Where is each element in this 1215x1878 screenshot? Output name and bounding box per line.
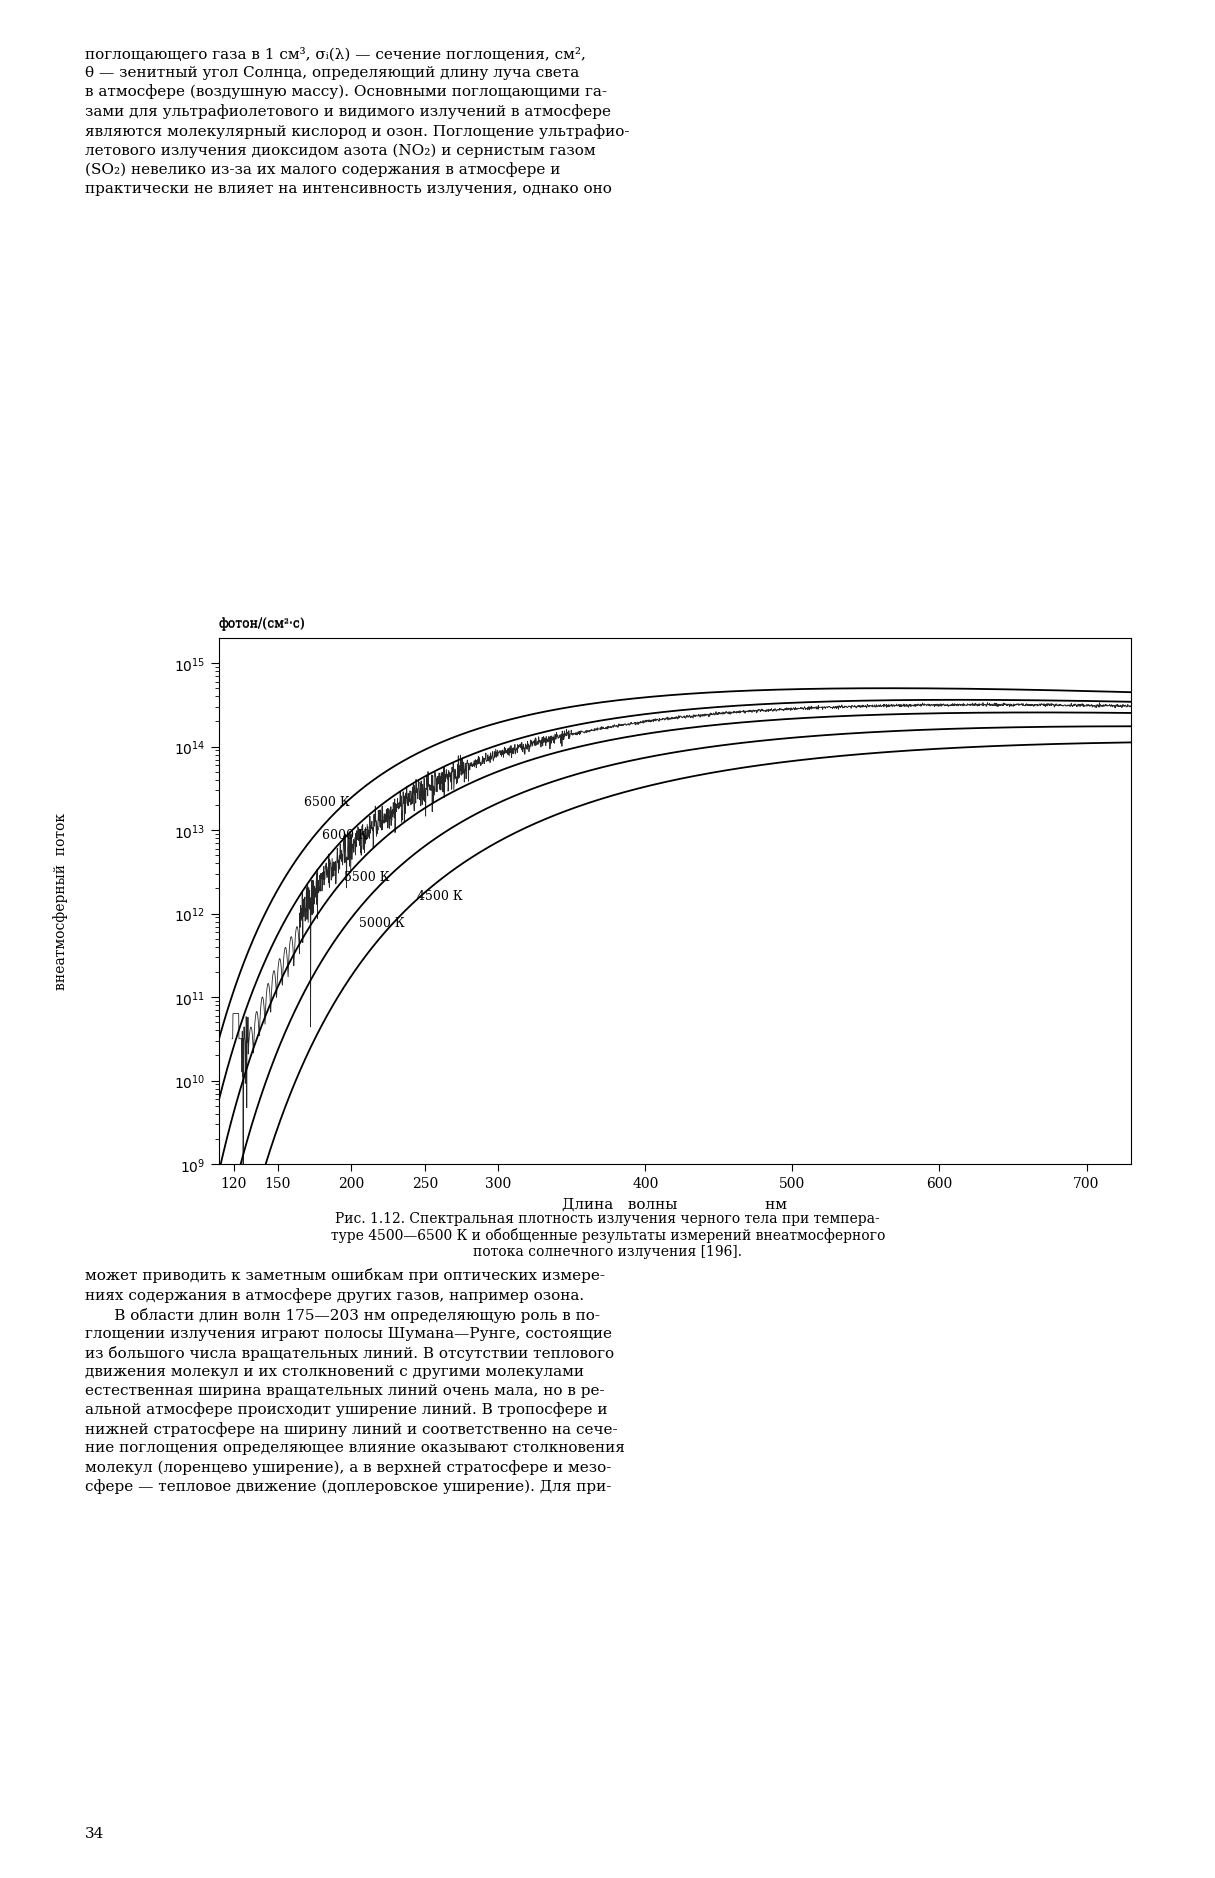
Text: поглощающего газа в 1 см³, σᵢ(λ) — сечение поглощения, см²,
θ — зенитный угол Со: поглощающего газа в 1 см³, σᵢ(λ) — сечен… (85, 47, 629, 195)
Text: фотон/(см²·с): фотон/(см²·с) (219, 618, 305, 631)
Text: 6500 К: 6500 К (304, 796, 350, 808)
Text: 5500 К: 5500 К (344, 871, 389, 885)
Text: Рис. 1.12. Спектральная плотность излучения черного тела при темпера-
туре 4500—: Рис. 1.12. Спектральная плотность излуче… (330, 1211, 885, 1258)
Text: внеатмосферный  поток: внеатмосферный поток (53, 813, 68, 990)
Text: 4500 К: 4500 К (417, 890, 463, 901)
Text: может приводить к заметным ошибкам при оптических измере-
ниях содержания в атмо: может приводить к заметным ошибкам при о… (85, 1268, 625, 1493)
Text: 5000 К: 5000 К (358, 916, 403, 930)
Text: 34: 34 (85, 1827, 104, 1840)
Text: фотон/(см²·с): фотон/(см²·с) (219, 618, 305, 631)
X-axis label: Длина   волны                  нм: Длина волны нм (561, 1196, 787, 1211)
Text: 6000 К: 6000 К (322, 828, 367, 841)
